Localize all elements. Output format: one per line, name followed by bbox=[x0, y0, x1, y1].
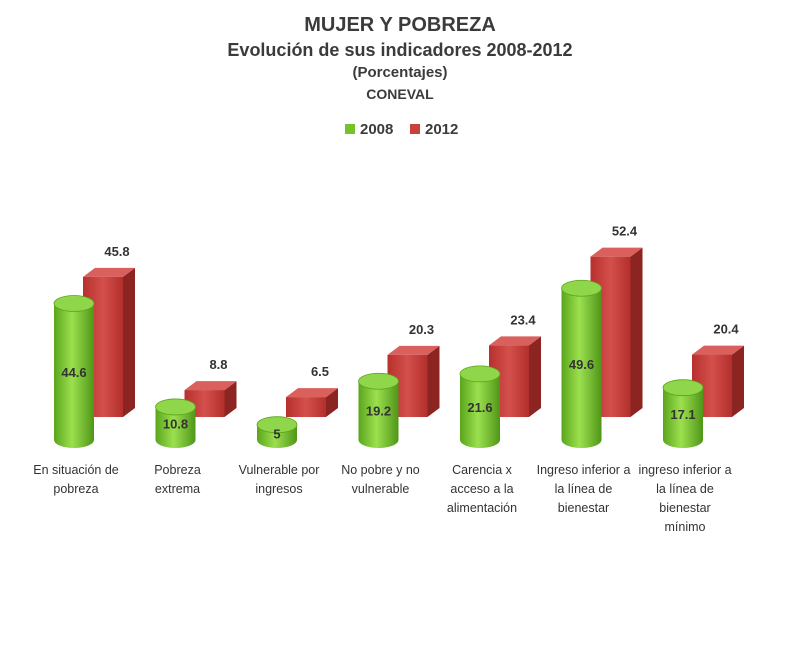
bar-2008-cap bbox=[459, 365, 501, 383]
bar-2008 bbox=[662, 379, 704, 448]
data-label-2008: 49.6 bbox=[569, 357, 594, 372]
data-label-2012: 23.4 bbox=[510, 312, 536, 327]
category-label: Carencia x acceso a la alimentación bbox=[446, 463, 518, 515]
bar-2008-body bbox=[155, 406, 196, 448]
bar-2008-cap bbox=[155, 398, 196, 416]
bar-2008-cap bbox=[53, 295, 95, 312]
bar-2012-side bbox=[224, 381, 237, 417]
bar-2008 bbox=[53, 295, 95, 448]
category-label: En situación de pobreza bbox=[33, 463, 119, 496]
bar-2008-body bbox=[358, 381, 399, 448]
bar-2008 bbox=[358, 372, 399, 448]
data-label-2012: 20.4 bbox=[713, 322, 739, 337]
chart-units: (Porcentajes) bbox=[352, 64, 448, 81]
bar-2012-top bbox=[692, 345, 744, 355]
legend-item-2008: 2008 bbox=[345, 121, 393, 138]
bar-2012-top bbox=[489, 336, 541, 346]
data-label-2012: 20.3 bbox=[409, 322, 434, 337]
data-label-2008: 44.6 bbox=[61, 365, 86, 380]
category-label: Pobreza extrema bbox=[154, 463, 201, 496]
bar-2008-body bbox=[663, 387, 703, 448]
data-label-2012: 45.8 bbox=[104, 244, 129, 259]
data-label-2008: 17.1 bbox=[670, 407, 695, 422]
bar-2008 bbox=[256, 416, 298, 448]
bar-2012-top bbox=[83, 267, 135, 277]
bar-2012-front bbox=[286, 397, 326, 417]
bar-2008 bbox=[155, 398, 196, 448]
data-label-2008: 21.6 bbox=[467, 400, 492, 415]
bar-2008-cap bbox=[256, 416, 298, 434]
data-label-2008: 19.2 bbox=[366, 404, 391, 419]
data-label-2012: 52.4 bbox=[612, 224, 638, 239]
bar-2012-top bbox=[286, 388, 338, 398]
legend-swatch-2008 bbox=[345, 124, 355, 134]
data-label-2012: 6.5 bbox=[311, 364, 329, 379]
bar-2008-body bbox=[460, 373, 500, 448]
bar-2008-cap bbox=[561, 279, 602, 297]
bar-2012-side bbox=[630, 247, 643, 417]
bar-2012 bbox=[184, 381, 237, 417]
bar-2012-top bbox=[387, 345, 440, 355]
category-label: No pobre y no vulnerable bbox=[341, 463, 420, 496]
bar-2008 bbox=[459, 365, 501, 448]
chart-title: MUJER Y POBREZA bbox=[304, 14, 496, 36]
bar-2008-cap bbox=[662, 379, 704, 397]
chart-subtitle: Evolución de sus indicadores 2008-2012 bbox=[227, 40, 573, 60]
bar-2012-side bbox=[123, 267, 135, 417]
category-label: Ingreso inferior a la línea de bienestar bbox=[536, 463, 631, 515]
bar-2012-top bbox=[590, 247, 643, 257]
data-label-2008: 10.8 bbox=[163, 416, 188, 431]
chart-source: CONEVAL bbox=[366, 86, 434, 102]
legend-label-2008: 2008 bbox=[360, 121, 394, 138]
legend-swatch-2012 bbox=[410, 124, 420, 134]
bar-2012-side bbox=[326, 388, 338, 417]
bar-2008-body bbox=[54, 303, 94, 448]
data-label-2012: 8.8 bbox=[209, 357, 227, 372]
data-label-2008: 5 bbox=[273, 427, 280, 442]
bar-2008 bbox=[561, 279, 602, 448]
bar-2012 bbox=[286, 388, 338, 417]
bar-2012-side bbox=[427, 345, 440, 417]
legend-item-2012: 2012 bbox=[410, 121, 458, 138]
category-label: ingreso inferior a la línea de bienestar… bbox=[638, 463, 732, 534]
bar-2012-top bbox=[184, 381, 237, 391]
category-label: Vulnerable por ingresos bbox=[238, 463, 320, 496]
bar-2008-cap bbox=[358, 372, 399, 390]
bar-2012-side bbox=[529, 336, 541, 417]
bar-2012-side bbox=[732, 345, 744, 417]
bar-2008-body bbox=[561, 288, 602, 448]
legend-label-2012: 2012 bbox=[425, 121, 459, 138]
